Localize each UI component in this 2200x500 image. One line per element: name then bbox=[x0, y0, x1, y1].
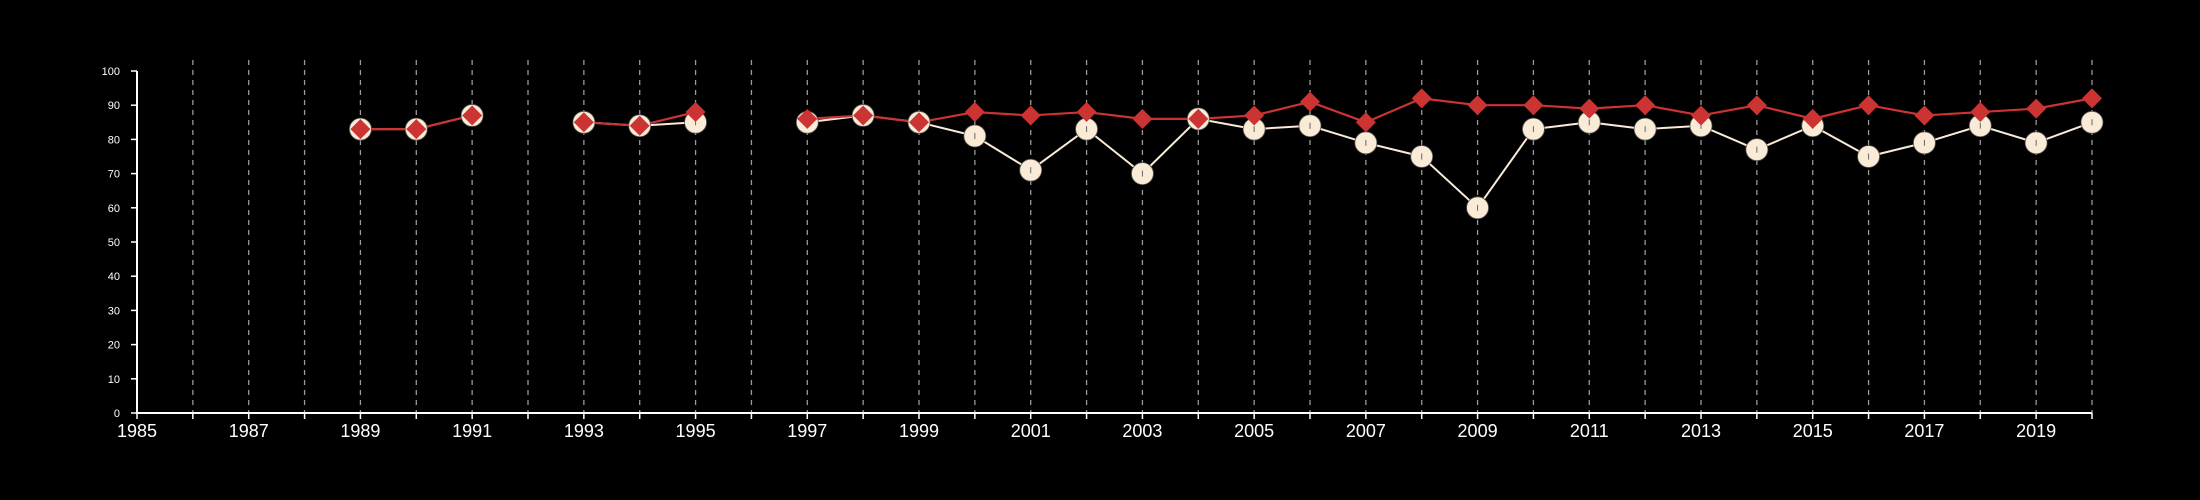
diamond-point bbox=[1523, 95, 1544, 116]
series-line-segment bbox=[1086, 110, 1143, 120]
diamond-point bbox=[1411, 88, 1432, 109]
series-line-segment bbox=[1756, 104, 1813, 120]
x-tick-label: 2015 bbox=[1793, 421, 1833, 441]
x-tick-label: 2017 bbox=[1904, 421, 1944, 441]
y-tick-label: 20 bbox=[108, 340, 120, 352]
y-tick-label: 50 bbox=[108, 237, 120, 249]
x-tick-label: 2009 bbox=[1458, 421, 1498, 441]
diamond-point bbox=[406, 119, 427, 140]
diamond-point bbox=[964, 102, 985, 123]
diamond-point bbox=[350, 119, 371, 140]
diamond-point bbox=[1132, 108, 1153, 129]
series-line-segment bbox=[1141, 118, 1199, 175]
diamond-point bbox=[2082, 88, 2102, 109]
diamond-point bbox=[1691, 105, 1711, 126]
diamond-point bbox=[797, 108, 818, 129]
diamond-point bbox=[573, 112, 594, 133]
y-tick-label: 0 bbox=[114, 408, 120, 420]
diamond-point bbox=[629, 115, 650, 136]
diamond-point bbox=[1970, 102, 1991, 123]
y-tick-label: 80 bbox=[108, 134, 120, 146]
series-line-segment bbox=[1253, 100, 1311, 117]
series-line-segment bbox=[1365, 97, 1423, 124]
diamond-point bbox=[462, 105, 483, 126]
x-tick-label: 1987 bbox=[229, 421, 269, 441]
series-line-segment bbox=[1476, 128, 1535, 209]
diamond-point bbox=[909, 112, 929, 133]
diamond-point bbox=[1746, 95, 1767, 116]
series-line-segment bbox=[1700, 104, 1758, 117]
x-tick-label: 1999 bbox=[899, 421, 939, 441]
series-line-segment bbox=[1868, 104, 1925, 117]
series-line-segment bbox=[1421, 155, 1479, 209]
x-tick-label: 2007 bbox=[1346, 421, 1386, 441]
x-tick-label: 2003 bbox=[1122, 421, 1162, 441]
diamond-point bbox=[1802, 108, 1823, 129]
grid-lines bbox=[192, 60, 2093, 413]
axes: 0 10 20 30 40 50 60 70 80 90 100 1985 1987 1989 1991 19… bbox=[102, 66, 2093, 441]
x-tick-label: 1997 bbox=[787, 421, 827, 441]
y-tick-label: 70 bbox=[108, 169, 120, 181]
series-line-segment bbox=[1085, 128, 1144, 175]
series-line-segment bbox=[1309, 100, 1367, 124]
diamond-point bbox=[1020, 105, 1041, 126]
diamond-point bbox=[1467, 95, 1488, 116]
diamond-point bbox=[1244, 105, 1265, 126]
diamond-point bbox=[685, 102, 706, 123]
diamond-point bbox=[1635, 95, 1656, 116]
y-tick-label: 10 bbox=[108, 374, 120, 386]
x-tick-label: 1991 bbox=[452, 421, 492, 441]
y-tick-label: 60 bbox=[108, 203, 120, 215]
series-line-segment bbox=[1812, 104, 1869, 120]
x-tick-label: 2005 bbox=[1234, 421, 1274, 441]
x-tick-label: 2019 bbox=[2016, 421, 2056, 441]
x-tick-label: 1993 bbox=[564, 421, 604, 441]
x-tick-label: 2013 bbox=[1681, 421, 1721, 441]
x-tick-label: 2011 bbox=[1570, 421, 1609, 441]
diamond-point bbox=[1300, 91, 1320, 112]
diamond-point bbox=[1188, 108, 1209, 129]
y-tick-label: 100 bbox=[102, 66, 120, 78]
x-tick-label: 2001 bbox=[1011, 421, 1051, 441]
diamond-point bbox=[1355, 112, 1376, 133]
data-series bbox=[349, 88, 2104, 220]
diamond-point bbox=[1076, 102, 1097, 123]
series-line-segment bbox=[1030, 128, 1088, 171]
series-line-segment bbox=[1421, 97, 1478, 107]
y-tick-label: 40 bbox=[108, 271, 120, 283]
diamond-point bbox=[1858, 95, 1879, 116]
diamond-point bbox=[2026, 98, 2047, 119]
series-line-segment bbox=[2035, 97, 2093, 110]
diamond-point bbox=[1914, 105, 1935, 126]
diamond-point bbox=[853, 105, 874, 126]
x-tick-label: 1995 bbox=[676, 421, 716, 441]
series-line-segment bbox=[1644, 104, 1702, 117]
y-tick-label: 90 bbox=[108, 100, 120, 112]
diamond-point bbox=[1579, 98, 1600, 119]
y-tick-label: 30 bbox=[108, 305, 120, 317]
x-tick-label: 1985 bbox=[117, 421, 157, 441]
x-tick-label: 1989 bbox=[340, 421, 380, 441]
